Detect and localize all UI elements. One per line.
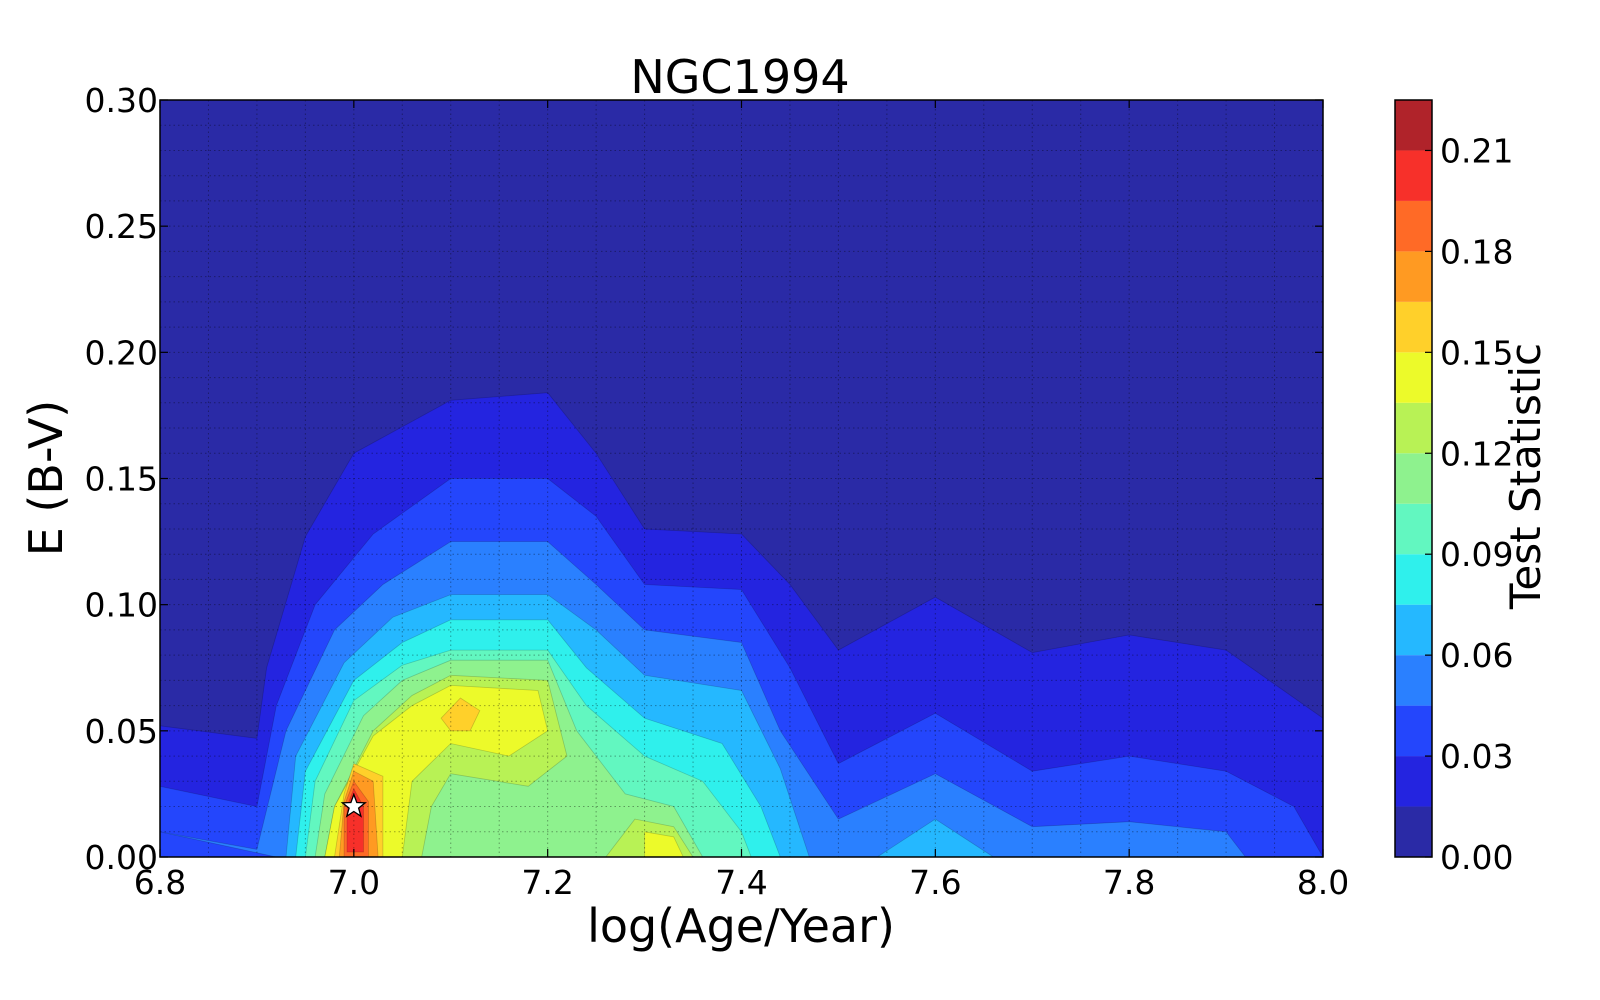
- best-fit-marker: [340, 792, 367, 818]
- y-tick-label: 0.05: [85, 712, 158, 751]
- colorbar-tick-label: 0.06: [1440, 636, 1513, 675]
- colorbar-segment: [1395, 655, 1432, 706]
- x-tick-label: 6.8: [134, 863, 186, 902]
- colorbar-segment: [1395, 352, 1432, 403]
- x-tick-label: 7.2: [521, 863, 573, 902]
- colorbar-segment: [1395, 756, 1432, 807]
- colorbar-segment: [1395, 604, 1432, 656]
- colorbar: [1394, 99, 1433, 858]
- y-tick-label: 0.00: [85, 838, 158, 877]
- x-tick-label: 7.0: [328, 863, 380, 902]
- x-axis-label: log(Age/Year): [587, 899, 895, 953]
- y-tick-label: 0.15: [85, 460, 158, 499]
- colorbar-segment: [1395, 402, 1432, 454]
- colorbar-ticks: 0.00 0.03 0.06 0.09 0.12 0.15 0.18 0.21: [1425, 131, 1513, 877]
- colorbar-tick-label: 0.12: [1440, 434, 1513, 473]
- colorbar-tick-label: 0.18: [1440, 232, 1513, 271]
- star-marker: [340, 792, 367, 818]
- y-tick-label: 0.10: [85, 586, 158, 625]
- colorbar-segment: [1395, 806, 1432, 857]
- x-tick-label: 7.6: [909, 863, 961, 902]
- colorbar-label: Test Statistic: [1501, 343, 1550, 610]
- y-tick-label: 0.25: [85, 207, 158, 246]
- colorbar-segment: [1395, 301, 1432, 353]
- chart-title: NGC1994: [630, 50, 849, 104]
- colorbar-segment: [1395, 200, 1432, 252]
- colorbar-segment: [1395, 100, 1432, 151]
- y-tick-label: 0.20: [85, 333, 158, 372]
- contour-fills: [159, 100, 1324, 858]
- colorbar-segment: [1395, 554, 1432, 605]
- colorbar-segment: [1395, 150, 1432, 201]
- colorbar-frame: [1394, 99, 1433, 858]
- colorbar-tick-label: 0.21: [1440, 131, 1513, 170]
- x-axis-ticks: 6.8 7.0 7.2 7.4 7.6 7.8 8.0: [134, 100, 1349, 902]
- colorbar-tick-label: 0.09: [1440, 535, 1513, 574]
- colorbar-segment: [1395, 453, 1432, 504]
- colorbar-tick-label: 0.00: [1440, 838, 1513, 877]
- colorbar-tick-label: 0.03: [1440, 737, 1513, 776]
- colorbar-segment: [1395, 251, 1432, 302]
- y-tick-label: 0.30: [85, 81, 158, 120]
- y-axis-ticks: 0.00 0.05 0.10 0.15 0.20 0.25 0.30: [85, 81, 1323, 877]
- x-tick-label: 8.0: [1297, 863, 1349, 902]
- colorbar-segment: [1395, 503, 1432, 555]
- y-axis-label: E (B-V): [19, 400, 73, 557]
- x-tick-label: 7.4: [715, 863, 767, 902]
- colorbar-segment: [1395, 705, 1432, 757]
- grid-lines: [159, 99, 1324, 858]
- colorbar-tick-label: 0.15: [1440, 333, 1513, 372]
- x-tick-label: 7.8: [1103, 863, 1155, 902]
- contour-region-13: [440, 697, 481, 732]
